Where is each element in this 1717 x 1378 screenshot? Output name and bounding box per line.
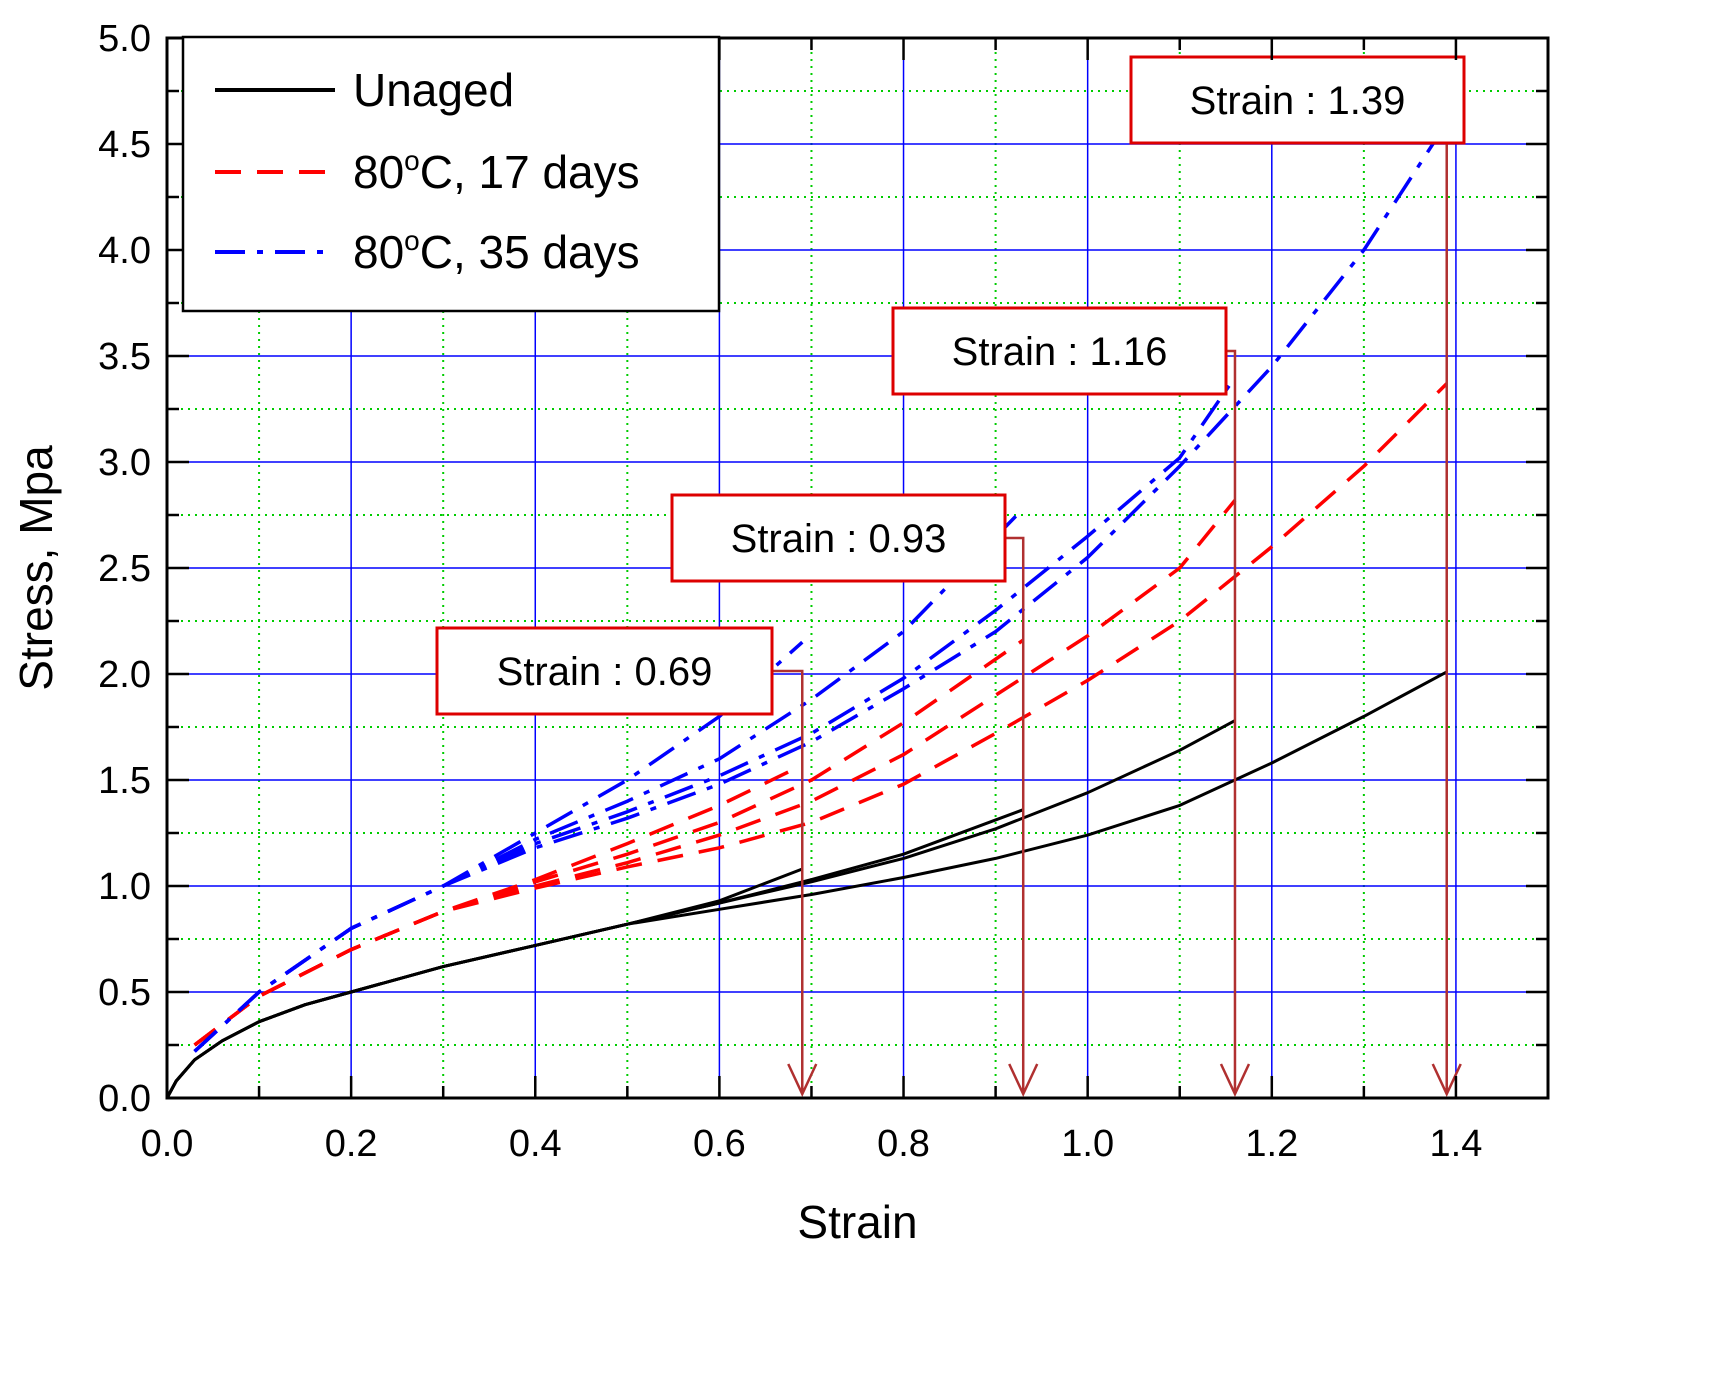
annotation-label: Strain : 0.69: [497, 650, 713, 694]
legend-label-main: 80: [353, 146, 404, 198]
y-tick-label: 1.0: [98, 866, 151, 908]
annotation-separator: :: [601, 650, 634, 694]
annotation-arrowhead: [1008, 1063, 1039, 1097]
annotation-value: 1.16: [1089, 330, 1167, 374]
y-tick-label: 3.0: [98, 442, 151, 484]
x-tick-label: 0.0: [141, 1123, 194, 1165]
x-tick-label: 1.4: [1430, 1123, 1483, 1165]
annotation-label: Strain : 1.16: [952, 330, 1168, 374]
annotation-label-text: Strain: [731, 517, 836, 561]
y-tick-label: 3.5: [98, 336, 151, 378]
legend-label-1: Unaged: [353, 64, 514, 116]
series-layer: [165, 121, 1449, 1099]
y-axis-label: Stress, Mpa: [10, 445, 62, 691]
annotation-leader-line: [1005, 536, 1025, 1094]
x-axis-label: Strain: [797, 1196, 917, 1248]
annotation-label: Strain : 0.93: [731, 517, 947, 561]
annotation-separator: :: [835, 517, 868, 561]
annotation-box: [1129, 55, 1466, 145]
legend-label-3: 80oC, 35 days: [353, 225, 640, 278]
x-tick-label: 1.2: [1245, 1123, 1298, 1165]
x-tick-label: 0.6: [693, 1123, 746, 1165]
x-tick-label: 0.4: [509, 1123, 562, 1165]
legend-label-tail: C, 35 days: [420, 226, 640, 278]
x-tick-label: 1.0: [1061, 1123, 1114, 1165]
y-tick-label: 0.0: [98, 1078, 151, 1120]
annotation-arrowhead: [787, 1063, 818, 1097]
annotation-separator: :: [1294, 79, 1327, 123]
annotation-arrowhead: [1219, 1063, 1251, 1097]
annotation-box: [435, 626, 774, 716]
series-line-unaged-1_39: [165, 670, 1448, 1099]
annotation-label-text: Strain: [952, 330, 1057, 374]
y-tick-label: 2.0: [98, 654, 151, 696]
x-tick-label: 0.2: [325, 1123, 378, 1165]
y-tick-label: 4.5: [98, 124, 151, 166]
legend-label-main: 80: [353, 226, 404, 278]
annotation-leader-line: [1226, 349, 1237, 1094]
x-tick-label: 0.8: [877, 1123, 930, 1165]
annotation-box: [891, 306, 1228, 396]
legend-label-tail: C, 17 days: [420, 146, 640, 198]
y-tick-label: 1.5: [98, 760, 151, 802]
annotation-label-text: Strain: [497, 650, 602, 694]
legend-label-degree: o: [404, 145, 420, 176]
tick-label-layer: 0.0 0.2 0.4 0.6 0.8 1.0 1.2 1.4 0.0 0.5 1.0 1.5 2.0 2…: [98, 18, 1482, 1165]
legend-label-2: 80oC, 17 days: [353, 145, 640, 198]
annotation-label-text: Strain: [1190, 79, 1295, 123]
annotation-separator: :: [1056, 330, 1089, 374]
y-tick-label: 0.5: [98, 972, 151, 1014]
annotation-box: [670, 493, 1007, 583]
legend-label-degree: o: [404, 225, 420, 256]
series-line-17-days-1_39: [193, 382, 1448, 1047]
y-tick-label: 4.0: [98, 230, 151, 272]
tick-layer: [165, 36, 1550, 1100]
annotation-value: 1.39: [1327, 79, 1405, 123]
y-tick-label: 2.5: [98, 548, 151, 590]
annotation-leader-line: [772, 669, 804, 1094]
annotation-value: 0.93: [868, 517, 946, 561]
annotation-value: 0.69: [634, 650, 712, 694]
annotation-label: Strain : 1.39: [1190, 79, 1406, 123]
y-tick-label: 5.0: [98, 18, 151, 60]
annotation-arrowhead: [1431, 1063, 1462, 1097]
